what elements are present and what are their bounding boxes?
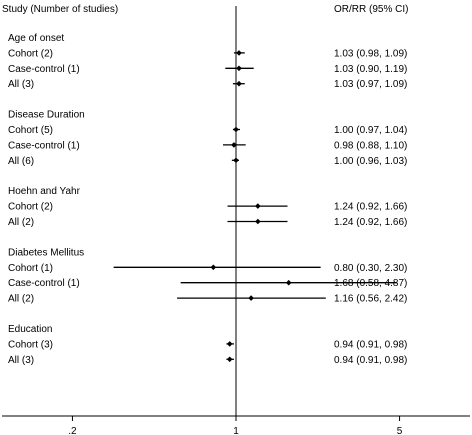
point-estimate [226,341,233,347]
study-label: Cohort (2) [8,202,53,213]
study-label: All (2) [8,294,34,305]
group-title: Hoehn and Yahr [8,186,81,197]
effect-ci-value: 1.68 (0.58, 4.87) [334,278,407,289]
effect-ci-value: 1.03 (0.97, 1.09) [334,79,407,90]
group-title: Education [8,324,52,335]
study-label: All (6) [8,156,34,167]
study-label: Case-control (1) [8,278,80,289]
header-study-label: Study (Number of studies) [2,4,118,15]
effect-ci-value: 0.94 (0.91, 0.98) [334,339,407,350]
point-estimate [236,50,242,56]
x-tick-label: .2 [68,426,77,435]
effect-ci-value: 1.00 (0.96, 1.03) [334,156,407,167]
point-estimate [285,279,292,286]
effect-ci-value: 1.03 (0.98, 1.09) [334,48,407,59]
effect-ci-value: 1.03 (0.90, 1.19) [334,64,407,75]
point-estimate [226,356,233,363]
group-title: Diabetes Mellitus [8,247,84,258]
x-tick-label: 5 [397,426,403,435]
effect-ci-value: 1.24 (0.92, 1.66) [334,217,407,228]
effect-ci-value: 1.24 (0.92, 1.66) [334,202,407,213]
study-label: All (2) [8,217,34,228]
study-label: Cohort (1) [8,263,53,274]
effect-ci-value: 1.00 (0.97, 1.04) [334,125,407,136]
effect-ci-value: 0.94 (0.91, 0.98) [334,355,407,366]
point-estimate [210,264,217,271]
effect-ci-value: 0.98 (0.88, 1.10) [334,140,407,151]
effect-ci-value: 1.16 (0.56, 2.42) [334,294,407,305]
point-estimate [236,65,242,72]
point-estimate [236,80,242,87]
header-effect-label: OR/RR (95% CI) [334,4,408,15]
study-label: Cohort (5) [8,125,53,136]
study-label: All (3) [8,355,34,366]
point-estimate [248,295,254,301]
group-title: Age of onset [8,33,64,44]
effect-ci-value: 0.80 (0.30, 2.30) [334,263,407,274]
group-title: Disease Duration [8,110,85,121]
point-estimate [255,203,261,209]
study-label: Cohort (2) [8,48,53,59]
x-axis-ticks: .2 1 5 [68,416,403,435]
study-label: All (3) [8,79,34,90]
study-label: Case-control (1) [8,140,80,151]
x-tick-label: 1 [233,426,239,435]
study-label: Cohort (3) [8,339,53,350]
forest-rows: Age of onset Cohort (2) 1.03 (0.98, 1.09) C… [8,33,407,366]
point-estimate [255,218,261,225]
study-label: Case-control (1) [8,64,80,75]
point-estimate [231,142,237,148]
